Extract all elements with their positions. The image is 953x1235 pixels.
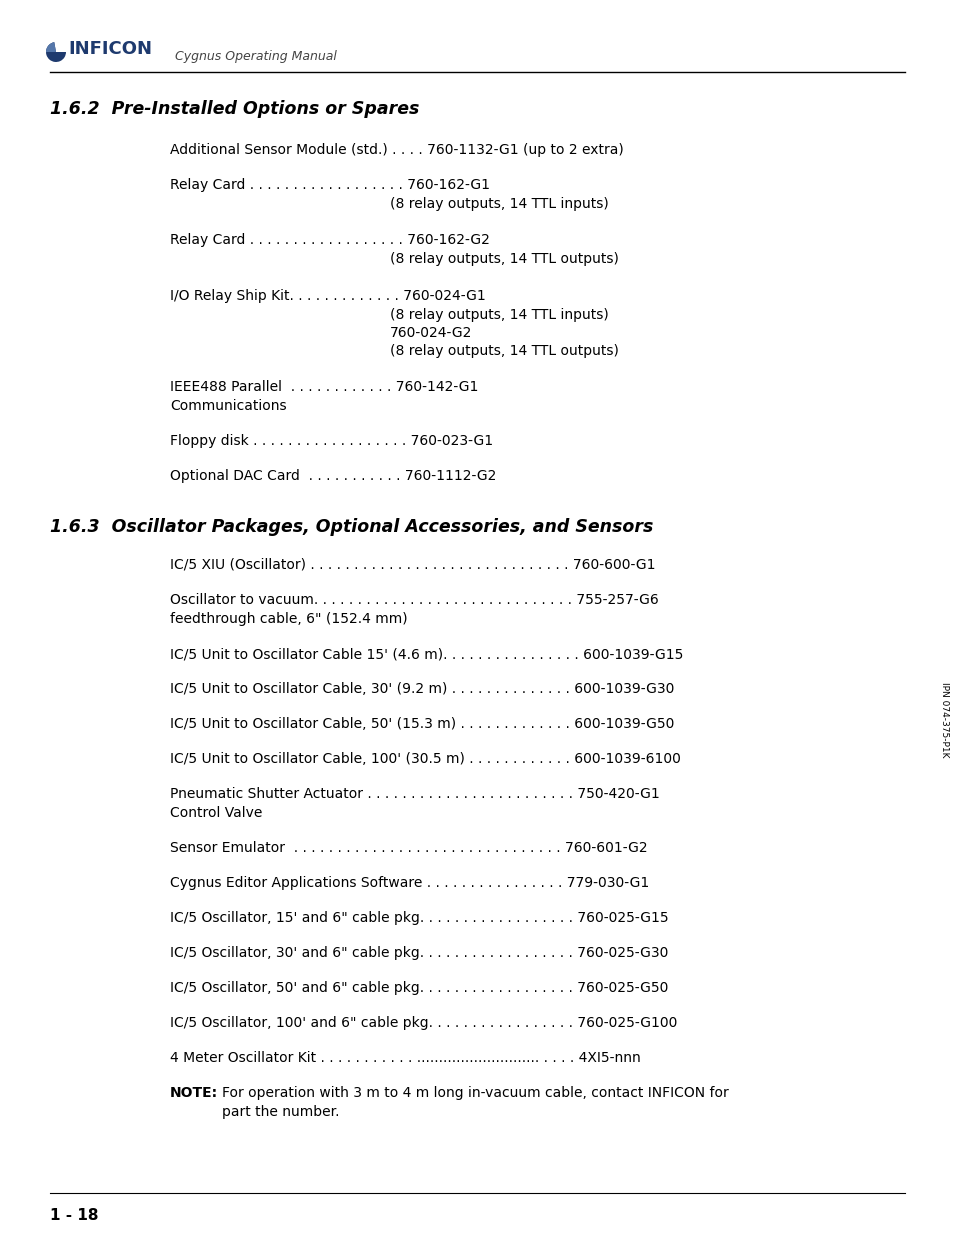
Text: IPN 074-375-P1K: IPN 074-375-P1K xyxy=(940,682,948,758)
Text: IC/5 Oscillator, 50' and 6" cable pkg. . . . . . . . . . . . . . . . . . 760-025: IC/5 Oscillator, 50' and 6" cable pkg. .… xyxy=(170,981,668,995)
Text: For operation with 3 m to 4 m long in-vacuum cable, contact INFICON for: For operation with 3 m to 4 m long in-va… xyxy=(222,1086,728,1100)
Text: Cygnus Operating Manual: Cygnus Operating Manual xyxy=(174,49,336,63)
Text: 1.6.2  Pre-Installed Options or Spares: 1.6.2 Pre-Installed Options or Spares xyxy=(50,100,419,119)
Text: (8 relay outputs, 14 TTL inputs): (8 relay outputs, 14 TTL inputs) xyxy=(390,308,608,322)
Text: Pneumatic Shutter Actuator . . . . . . . . . . . . . . . . . . . . . . . . 750-4: Pneumatic Shutter Actuator . . . . . . .… xyxy=(170,787,659,802)
Text: Communications: Communications xyxy=(170,399,286,412)
Wedge shape xyxy=(46,42,66,62)
Text: I/O Relay Ship Kit. . . . . . . . . . . . . 760-024-G1: I/O Relay Ship Kit. . . . . . . . . . . … xyxy=(170,289,485,303)
Text: Optional DAC Card  . . . . . . . . . . . 760-1112-G2: Optional DAC Card . . . . . . . . . . . … xyxy=(170,469,496,483)
Text: (8 relay outputs, 14 TTL outputs): (8 relay outputs, 14 TTL outputs) xyxy=(390,252,618,266)
Text: IC/5 Unit to Oscillator Cable, 50' (15.3 m) . . . . . . . . . . . . . 600-1039-G: IC/5 Unit to Oscillator Cable, 50' (15.3… xyxy=(170,718,674,731)
Text: IC/5 Oscillator, 100' and 6" cable pkg. . . . . . . . . . . . . . . . . 760-025-: IC/5 Oscillator, 100' and 6" cable pkg. … xyxy=(170,1016,677,1030)
Text: IC/5 Unit to Oscillator Cable 15' (4.6 m). . . . . . . . . . . . . . . . 600-103: IC/5 Unit to Oscillator Cable 15' (4.6 m… xyxy=(170,647,682,661)
Text: NOTE:: NOTE: xyxy=(170,1086,218,1100)
Text: INFICON: INFICON xyxy=(68,40,152,58)
Text: IEEE488 Parallel  . . . . . . . . . . . . 760-142-G1: IEEE488 Parallel . . . . . . . . . . . .… xyxy=(170,380,477,394)
Text: Additional Sensor Module (std.) . . . . 760-1132-G1 (up to 2 extra): Additional Sensor Module (std.) . . . . … xyxy=(170,143,623,157)
Text: Sensor Emulator  . . . . . . . . . . . . . . . . . . . . . . . . . . . . . . . 7: Sensor Emulator . . . . . . . . . . . . … xyxy=(170,841,647,855)
Text: Oscillator to vacuum. . . . . . . . . . . . . . . . . . . . . . . . . . . . . . : Oscillator to vacuum. . . . . . . . . . … xyxy=(170,593,659,606)
Text: Cygnus Editor Applications Software . . . . . . . . . . . . . . . . 779-030-G1: Cygnus Editor Applications Software . . … xyxy=(170,876,649,890)
Text: IC/5 XIU (Oscillator) . . . . . . . . . . . . . . . . . . . . . . . . . . . . . : IC/5 XIU (Oscillator) . . . . . . . . . … xyxy=(170,558,655,572)
Text: Relay Card . . . . . . . . . . . . . . . . . . 760-162-G2: Relay Card . . . . . . . . . . . . . . .… xyxy=(170,233,489,247)
Text: IC/5 Oscillator, 30' and 6" cable pkg. . . . . . . . . . . . . . . . . . 760-025: IC/5 Oscillator, 30' and 6" cable pkg. .… xyxy=(170,946,668,960)
Text: Floppy disk . . . . . . . . . . . . . . . . . . 760-023-G1: Floppy disk . . . . . . . . . . . . . . … xyxy=(170,433,493,448)
Text: 760-024-G2: 760-024-G2 xyxy=(390,326,472,340)
Text: IC/5 Oscillator, 15' and 6" cable pkg. . . . . . . . . . . . . . . . . . 760-025: IC/5 Oscillator, 15' and 6" cable pkg. .… xyxy=(170,911,668,925)
Text: (8 relay outputs, 14 TTL inputs): (8 relay outputs, 14 TTL inputs) xyxy=(390,198,608,211)
Text: part the number.: part the number. xyxy=(222,1105,339,1119)
Text: Relay Card . . . . . . . . . . . . . . . . . . 760-162-G1: Relay Card . . . . . . . . . . . . . . .… xyxy=(170,178,490,191)
Wedge shape xyxy=(46,42,56,52)
Text: IC/5 Unit to Oscillator Cable, 30' (9.2 m) . . . . . . . . . . . . . . 600-1039-: IC/5 Unit to Oscillator Cable, 30' (9.2 … xyxy=(170,682,674,697)
Text: 4 Meter Oscillator Kit . . . . . . . . . . . ............................ . . . : 4 Meter Oscillator Kit . . . . . . . . .… xyxy=(170,1051,640,1065)
Text: Control Valve: Control Valve xyxy=(170,806,262,820)
Text: 1.6.3  Oscillator Packages, Optional Accessories, and Sensors: 1.6.3 Oscillator Packages, Optional Acce… xyxy=(50,517,653,536)
Text: feedthrough cable, 6" (152.4 mm): feedthrough cable, 6" (152.4 mm) xyxy=(170,613,407,626)
Text: (8 relay outputs, 14 TTL outputs): (8 relay outputs, 14 TTL outputs) xyxy=(390,345,618,358)
Text: 1 - 18: 1 - 18 xyxy=(50,1208,98,1223)
Text: IC/5 Unit to Oscillator Cable, 100' (30.5 m) . . . . . . . . . . . . 600-1039-61: IC/5 Unit to Oscillator Cable, 100' (30.… xyxy=(170,752,680,766)
